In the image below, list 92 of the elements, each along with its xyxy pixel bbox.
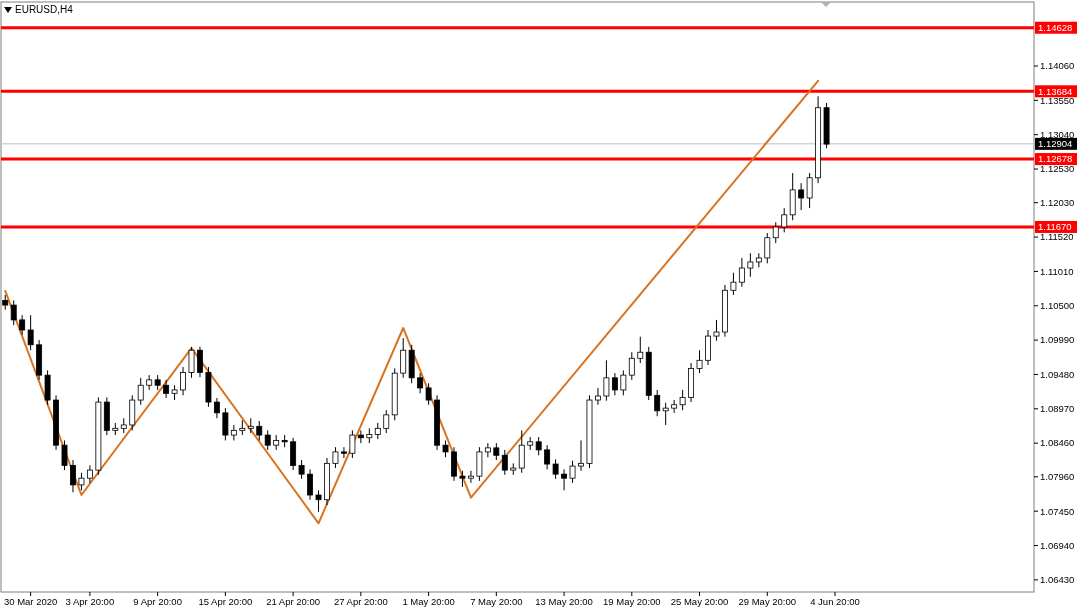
ref-line-label: 1.13684 [1038, 85, 1073, 97]
candlestick [772, 221, 779, 244]
y-tick-label: 1.12030 [1040, 197, 1075, 209]
x-tick-label: 25 May 20:00 [670, 596, 729, 607]
y-tick-label: 1.08970 [1040, 403, 1075, 415]
candlestick [400, 337, 407, 379]
x-tick-label: 30 Mar 2020 [3, 596, 58, 607]
y-tick-label: 1.14060 [1040, 60, 1075, 72]
candlestick [730, 272, 737, 296]
candlestick [188, 346, 195, 379]
y-tick-label: 1.10500 [1040, 300, 1075, 312]
candlestick [713, 319, 720, 342]
candlestick [679, 389, 686, 411]
y-tick-label: 1.09990 [1040, 334, 1075, 346]
candlestick [298, 459, 305, 480]
candlestick [197, 346, 203, 378]
x-tick-label: 29 May 20:00 [738, 596, 797, 607]
candlestick [696, 349, 703, 374]
ref-line-label: 1.12904 [1038, 138, 1073, 150]
candlestick [518, 429, 525, 474]
x-tick-label: 15 Apr 20:00 [198, 596, 253, 607]
candlestick [357, 429, 364, 444]
candlestick [213, 397, 220, 419]
x-tick-label: 4 Jun 20:00 [810, 596, 860, 607]
candlestick [628, 351, 635, 381]
candlestick [611, 372, 618, 396]
candlestick [19, 314, 26, 336]
y-tick-label: 1.06940 [1040, 539, 1075, 551]
x-tick-label: 13 May 20:00 [535, 596, 593, 607]
candlestick [738, 257, 745, 288]
chart-title: EURUSD,H4 [15, 4, 74, 15]
candlestick [27, 314, 34, 351]
candlestick [61, 439, 68, 471]
candlestick [662, 402, 669, 426]
candlestick [671, 399, 678, 414]
y-tick-label: 1.07960 [1040, 471, 1075, 483]
candlestick [222, 407, 229, 441]
candlestick [578, 439, 584, 472]
candlestick [163, 379, 170, 399]
candlestick [806, 172, 813, 209]
line-series [4, 79, 820, 525]
y-tick-label: 1.06430 [1040, 574, 1075, 586]
y-tick-label: 1.11010 [1040, 265, 1074, 277]
candlestick [425, 382, 432, 406]
candlestick [264, 429, 271, 451]
candlestick [569, 460, 576, 484]
candlestick [552, 458, 559, 480]
candlestick [467, 470, 474, 484]
candlestick [484, 442, 491, 458]
ref-line-label: 1.12678 [1038, 153, 1073, 165]
candlestick [535, 436, 542, 456]
y-tick-label: 1.08460 [1040, 437, 1075, 449]
candlestick [417, 372, 424, 394]
candlestick [290, 437, 297, 471]
x-tick-label: 3 Apr 20:00 [65, 596, 115, 607]
candlestick [332, 446, 339, 469]
candlestick [798, 182, 805, 211]
candlestick [256, 420, 263, 441]
x-tick-label: 1 May 20:00 [402, 596, 455, 607]
x-tick-label: 19 May 20:00 [603, 596, 661, 607]
candlestick [595, 387, 601, 406]
candlestick [603, 359, 610, 402]
candlestick [383, 409, 390, 434]
y-tick-label: 1.13040 [1040, 129, 1075, 141]
candlestick [781, 207, 788, 233]
ref-line-label: 1.11670 [1038, 221, 1072, 233]
candlestick [137, 377, 144, 406]
candlestick [315, 489, 322, 513]
candlestick [747, 252, 754, 278]
candlestick [180, 366, 186, 396]
candlestick [340, 446, 347, 459]
y-tick-label: 1.13550 [1040, 94, 1075, 106]
candlestick [70, 459, 76, 493]
candlestick [501, 449, 508, 476]
y-tick-label: 1.11520 [1040, 231, 1074, 243]
y-tick-label: 1.09480 [1040, 368, 1075, 380]
y-tick-label: 1.07450 [1040, 505, 1075, 517]
candlestick [10, 299, 17, 326]
candlestick [764, 232, 771, 264]
candlestick [307, 468, 313, 501]
x-tick-label: 21 Apr 20:00 [266, 596, 321, 607]
candlestick [349, 429, 356, 459]
candlestick [654, 389, 661, 417]
y-tick-label: 1.12530 [1040, 163, 1075, 175]
x-tick-label: 9 Apr 20:00 [133, 596, 182, 607]
candlestick [620, 369, 627, 396]
candlestick [544, 444, 551, 470]
x-tick-label: 27 Apr 20:00 [333, 596, 388, 607]
candlestick [637, 336, 644, 364]
x-tick-label: 7 May 20:00 [470, 596, 523, 607]
ref-line-label: 1.14628 [1038, 22, 1073, 34]
candlestick [561, 468, 568, 491]
